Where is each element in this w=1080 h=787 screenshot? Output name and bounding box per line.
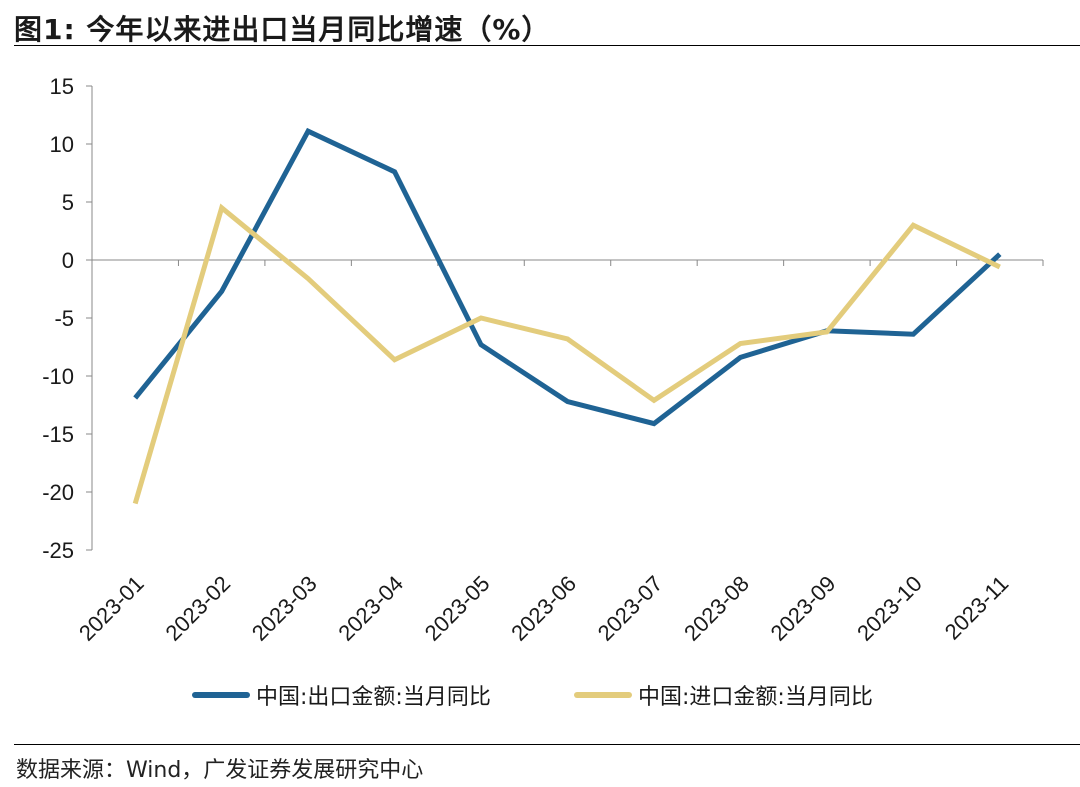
- legend-item-import: 中国:进口金额:当月同比: [574, 678, 873, 712]
- legend-label-import: 中国:进口金额:当月同比: [638, 685, 873, 710]
- x-tick-label: 2023-05: [420, 571, 495, 646]
- x-tick-label: 2023-02: [160, 571, 235, 646]
- x-tick-label: 2023-01: [74, 571, 149, 646]
- series-line-import: [132, 203, 1001, 505]
- y-tick-label: -15: [42, 422, 74, 447]
- legend-swatch-export: [192, 692, 250, 698]
- legend-label-export: 中国:出口金额:当月同比: [256, 685, 491, 710]
- x-tick-label: 2023-10: [852, 571, 927, 646]
- x-tick-label: 2023-09: [766, 571, 841, 646]
- x-tick-label: 2023-11: [940, 571, 1014, 645]
- y-tick-label: -25: [42, 538, 74, 563]
- legend-swatch-import: [574, 692, 632, 698]
- title-divider: [14, 45, 1080, 46]
- x-tick-label: 2023-03: [247, 571, 322, 646]
- data-source-note: 数据来源：Wind，广发证券发展研究中心: [16, 758, 424, 783]
- x-tick-label: 2023-04: [333, 571, 408, 646]
- chart-title: 图1: 今年以来进出口当月同比增速（%）: [14, 13, 551, 46]
- x-tick-label: 2023-06: [506, 571, 581, 646]
- legend-item-export: 中国:出口金额:当月同比: [192, 678, 491, 712]
- x-tick-label: 2023-07: [593, 571, 668, 646]
- y-tick-label: 0: [62, 248, 74, 273]
- y-tick-label: 15: [50, 74, 74, 99]
- y-tick-label: -5: [54, 306, 74, 331]
- legend: 中国:出口金额:当月同比 中国:进口金额:当月同比: [0, 678, 1080, 712]
- y-tick-label: -20: [42, 480, 74, 505]
- y-tick-label: 10: [50, 132, 74, 157]
- y-tick-label: 5: [62, 190, 74, 215]
- y-tick-label: -10: [42, 364, 74, 389]
- footer-divider: [14, 744, 1080, 745]
- x-tick-label: 2023-08: [679, 571, 754, 646]
